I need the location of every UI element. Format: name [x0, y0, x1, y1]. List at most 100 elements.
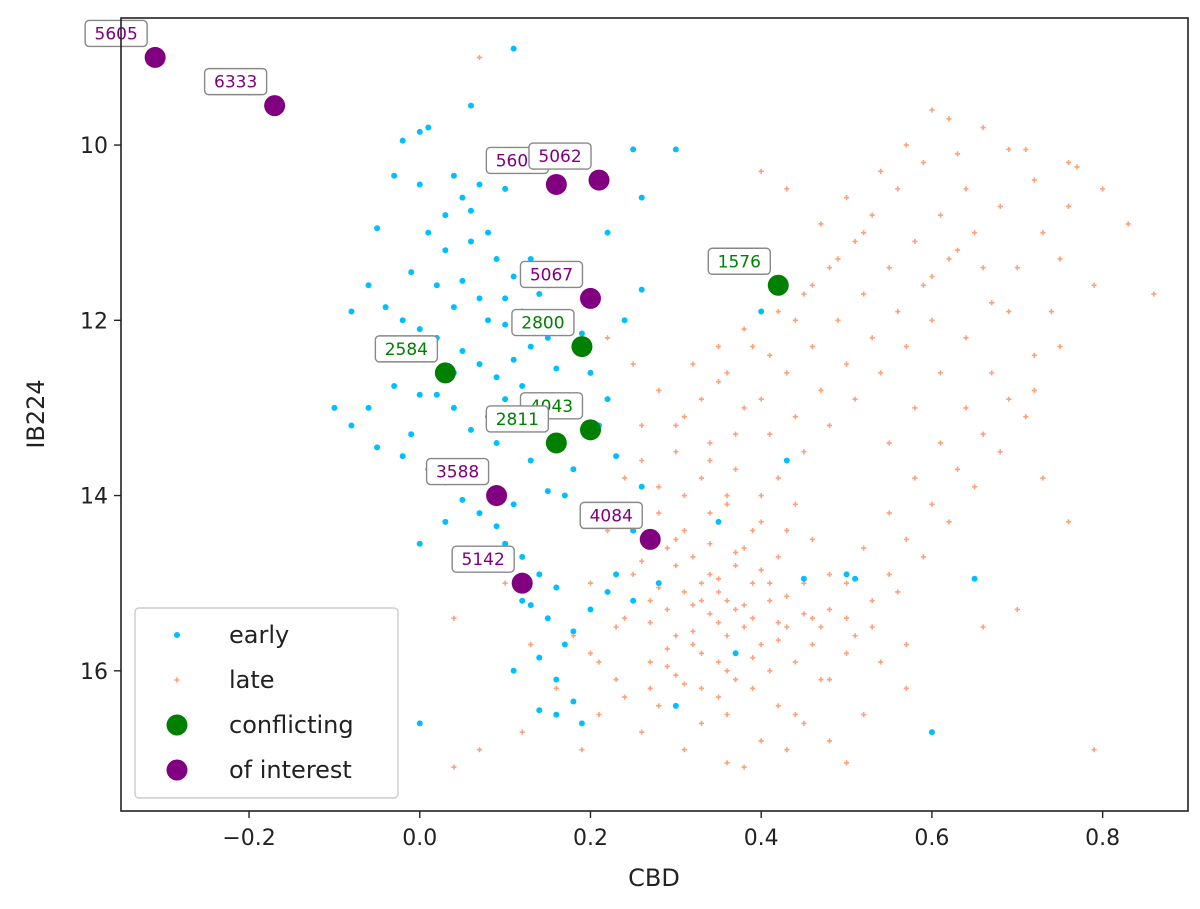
- late-point: [775, 308, 781, 315]
- late-point: [784, 186, 790, 192]
- x-tick-label: 0.6: [914, 826, 949, 851]
- early-point: [527, 457, 534, 464]
- early-point: [613, 453, 620, 460]
- late-point: [972, 230, 978, 236]
- annotation-label: 2800: [521, 314, 564, 334]
- early-point: [442, 518, 449, 525]
- annotation-box: [374, 335, 439, 363]
- early-point: [450, 172, 457, 179]
- late-point: [681, 528, 687, 534]
- interest-point: [545, 173, 567, 195]
- late-point: [903, 685, 909, 691]
- late-point: [639, 729, 645, 735]
- early-point: [578, 330, 585, 337]
- late-point: [1031, 387, 1037, 394]
- late-point: [698, 580, 705, 586]
- early-point: [527, 255, 534, 262]
- y-axis-label: IB224: [22, 379, 50, 448]
- late-point: [903, 536, 909, 542]
- late-point: [784, 624, 790, 630]
- late-point: [792, 414, 798, 420]
- late-point: [758, 492, 764, 499]
- late-point: [715, 694, 722, 700]
- late-point: [1100, 186, 1106, 192]
- early-point: [399, 317, 406, 324]
- early-point: [408, 269, 415, 276]
- late-point: [784, 528, 790, 534]
- early-point: [655, 580, 662, 587]
- legend-label: conflicting: [229, 711, 354, 739]
- interest-point: [511, 572, 533, 594]
- late-point: [920, 159, 926, 166]
- late-point: [1065, 519, 1072, 525]
- late-point: [775, 703, 781, 709]
- early-point: [852, 575, 859, 582]
- late-point: [809, 615, 816, 621]
- late-point: [843, 195, 850, 201]
- late-point: [767, 598, 773, 604]
- late-point: [989, 300, 995, 306]
- x-tick-label: −0.2: [222, 826, 275, 851]
- early-point: [391, 172, 398, 179]
- early-point: [459, 347, 466, 354]
- early-point: [800, 575, 807, 582]
- late-point: [681, 492, 687, 499]
- late-point: [750, 528, 756, 534]
- early-point: [467, 207, 474, 214]
- early-point: [604, 588, 611, 595]
- late-point: [920, 282, 926, 288]
- early-point: [630, 527, 637, 534]
- late-point: [826, 265, 833, 271]
- late-point: [1014, 265, 1020, 271]
- early-point: [391, 383, 398, 390]
- late-point: [929, 107, 935, 113]
- late-point: [707, 457, 713, 464]
- late-point: [758, 567, 764, 573]
- early-point: [485, 317, 492, 324]
- legend-label: early: [229, 621, 289, 649]
- plot-frame: [120, 17, 1189, 812]
- late-point: [630, 361, 636, 367]
- late-point: [673, 449, 679, 455]
- late-point: [1023, 414, 1029, 420]
- late-point: [630, 571, 636, 578]
- interest-point: [144, 46, 166, 68]
- late-point: [963, 405, 969, 411]
- early-point: [450, 304, 457, 311]
- late-point: [750, 615, 756, 621]
- late-point: [741, 545, 747, 551]
- late-point: [1006, 308, 1012, 315]
- late-point: [784, 747, 790, 753]
- late-point: [656, 387, 662, 394]
- late-point: [622, 475, 628, 481]
- late-point: [732, 606, 739, 613]
- late-point: [912, 238, 918, 245]
- late-point: [767, 431, 773, 437]
- late-point: [519, 729, 525, 735]
- late-series: [451, 54, 1157, 770]
- late-point: [903, 142, 909, 148]
- early-point: [758, 308, 765, 315]
- late-point: [639, 558, 645, 564]
- x-tick-label: 0.2: [573, 826, 608, 851]
- late-point: [690, 641, 696, 648]
- late-point: [767, 580, 773, 586]
- annotation-label: 1576: [718, 252, 761, 272]
- late-point: [929, 273, 935, 280]
- late-point: [809, 536, 816, 542]
- late-point: [792, 501, 798, 507]
- late-point: [1031, 352, 1037, 358]
- late-point: [878, 659, 884, 665]
- early-point: [544, 334, 551, 341]
- late-point: [664, 606, 670, 613]
- late-point: [715, 343, 722, 350]
- late-point: [852, 238, 858, 245]
- late-point: [1006, 146, 1012, 153]
- late-point: [741, 326, 747, 332]
- late-point: [724, 633, 730, 639]
- late-point: [681, 681, 687, 687]
- early-point: [527, 343, 534, 350]
- late-point: [502, 580, 508, 586]
- late-point: [664, 545, 670, 551]
- early-point: [553, 365, 560, 372]
